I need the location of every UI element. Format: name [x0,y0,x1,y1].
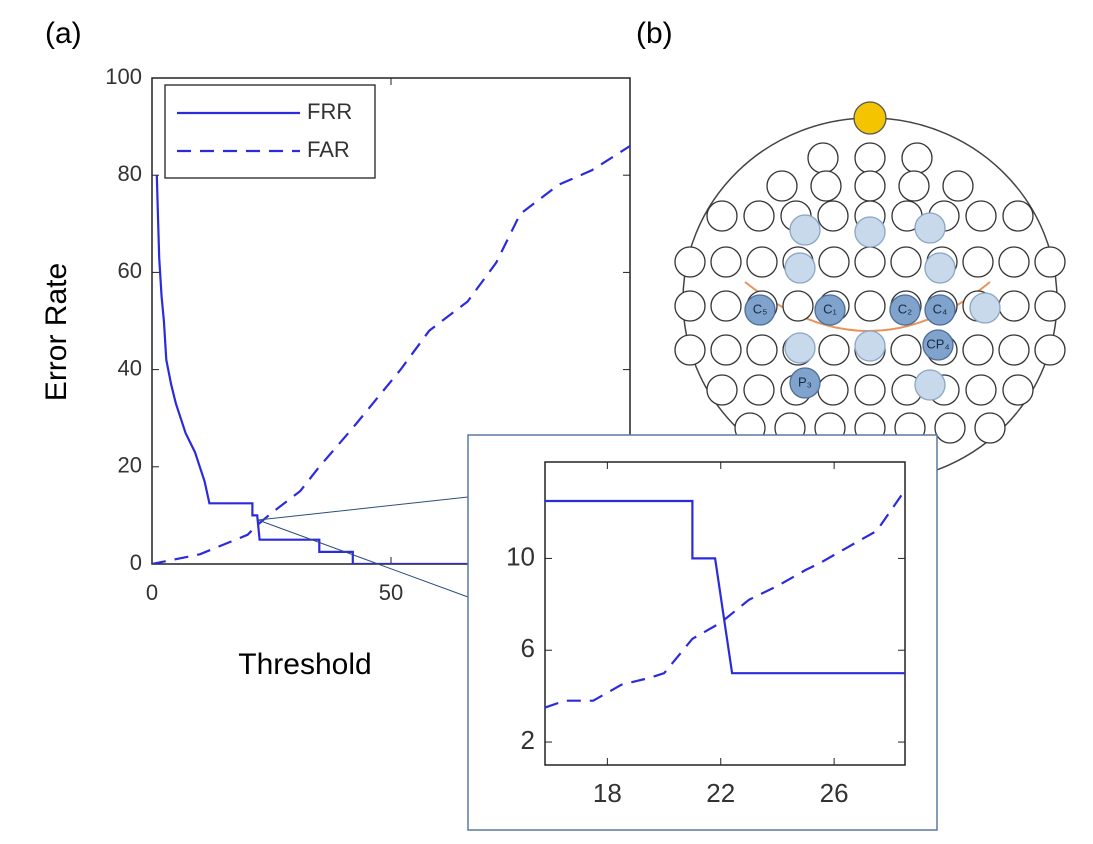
electrode [965,200,997,232]
series-line [155,175,630,564]
y-tick-label: 20 [118,453,142,478]
electrode [674,334,706,366]
y-tick-label: 60 [118,258,142,283]
electrode [674,290,706,322]
electrode [746,334,778,366]
y-tick-label: 100 [105,64,142,89]
electrode-active [784,332,816,364]
x-tick-label: 18 [593,778,622,808]
x-tick-label: 0 [146,580,158,605]
electrode [710,246,742,278]
panel-label: (b) [636,17,673,50]
electrode [890,334,922,366]
y-tick-label: 6 [521,633,535,663]
electrode [743,374,775,406]
electrode [998,246,1030,278]
electrode [901,142,933,174]
legend-label: FAR [307,137,350,162]
electrode-active [914,369,946,401]
electrode-active [784,252,816,284]
electrode [1034,334,1066,366]
electrode-label: C₁ [823,301,837,316]
series-line [545,499,905,675]
electrode-selected [744,294,776,326]
electrode [782,290,814,322]
electrode-label: CP₄ [926,336,949,351]
series-line [545,493,904,709]
electrode [854,142,886,174]
electrode [854,246,886,278]
y-tick-label: 0 [130,550,142,575]
electrode [674,246,706,278]
electrode [854,290,886,322]
y-tick-label: 2 [521,725,535,755]
y-axis-label: Error Rate [40,263,73,401]
electrode [818,334,850,366]
y-tick-label: 10 [506,541,535,571]
series-line [152,145,630,564]
electrode [1034,290,1066,322]
x-tick-label: 50 [379,580,403,605]
electrode [1002,200,1034,232]
x-tick-label: 26 [820,778,849,808]
x-axis-label: Threshold [238,648,371,681]
electrode-label: C₂ [898,301,912,316]
electrode [962,246,994,278]
electrode [817,200,849,232]
panel-label: (a) [45,17,82,50]
electrode-selected [889,294,921,326]
plot-frame [544,461,906,766]
electrode-diagram: C₅ C₁ C₂ C₄ CP₄ P₃ [674,101,1066,483]
electrode [710,334,742,366]
legend-label: FRR [307,99,352,124]
electrode-selected [922,329,954,361]
electrode [974,412,1006,444]
electrode [942,170,974,202]
connector [257,496,469,521]
electrode [710,290,742,322]
electrode-active [854,330,886,362]
electrode [817,374,849,406]
y-tick-label: 40 [118,355,142,380]
electrode-label: C₄ [933,301,948,316]
connector [257,519,469,598]
electrode [807,142,839,174]
electrode-active [914,212,946,244]
electrode [706,200,738,232]
electrode [934,412,966,444]
electrode [998,334,1030,366]
legend-box [164,84,376,179]
electrode [746,246,778,278]
electrode-selected [924,294,956,326]
electrode [1002,374,1034,406]
electrode [706,374,738,406]
electrode-active [854,216,886,248]
electrode [766,170,798,202]
electrode [998,290,1030,322]
electrode [962,334,994,366]
electrode-active [924,252,956,284]
electrode [890,246,922,278]
y-tick-label: 80 [118,161,142,186]
electrode-active [969,292,1001,324]
reference-electrode [853,101,887,135]
electrode-label: P₃ [798,374,812,389]
electrode-selected [814,294,846,326]
electrode [898,170,930,202]
electrode-label: C₅ [753,301,768,316]
electrode-active [789,214,821,246]
x-tick-label: 22 [706,778,735,808]
electrode [854,170,886,202]
electrode [965,374,997,406]
electrode [810,170,842,202]
electrode [743,200,775,232]
electrode [818,246,850,278]
electrode [1034,246,1066,278]
electrode-selected [789,367,821,399]
electrode [854,374,886,406]
